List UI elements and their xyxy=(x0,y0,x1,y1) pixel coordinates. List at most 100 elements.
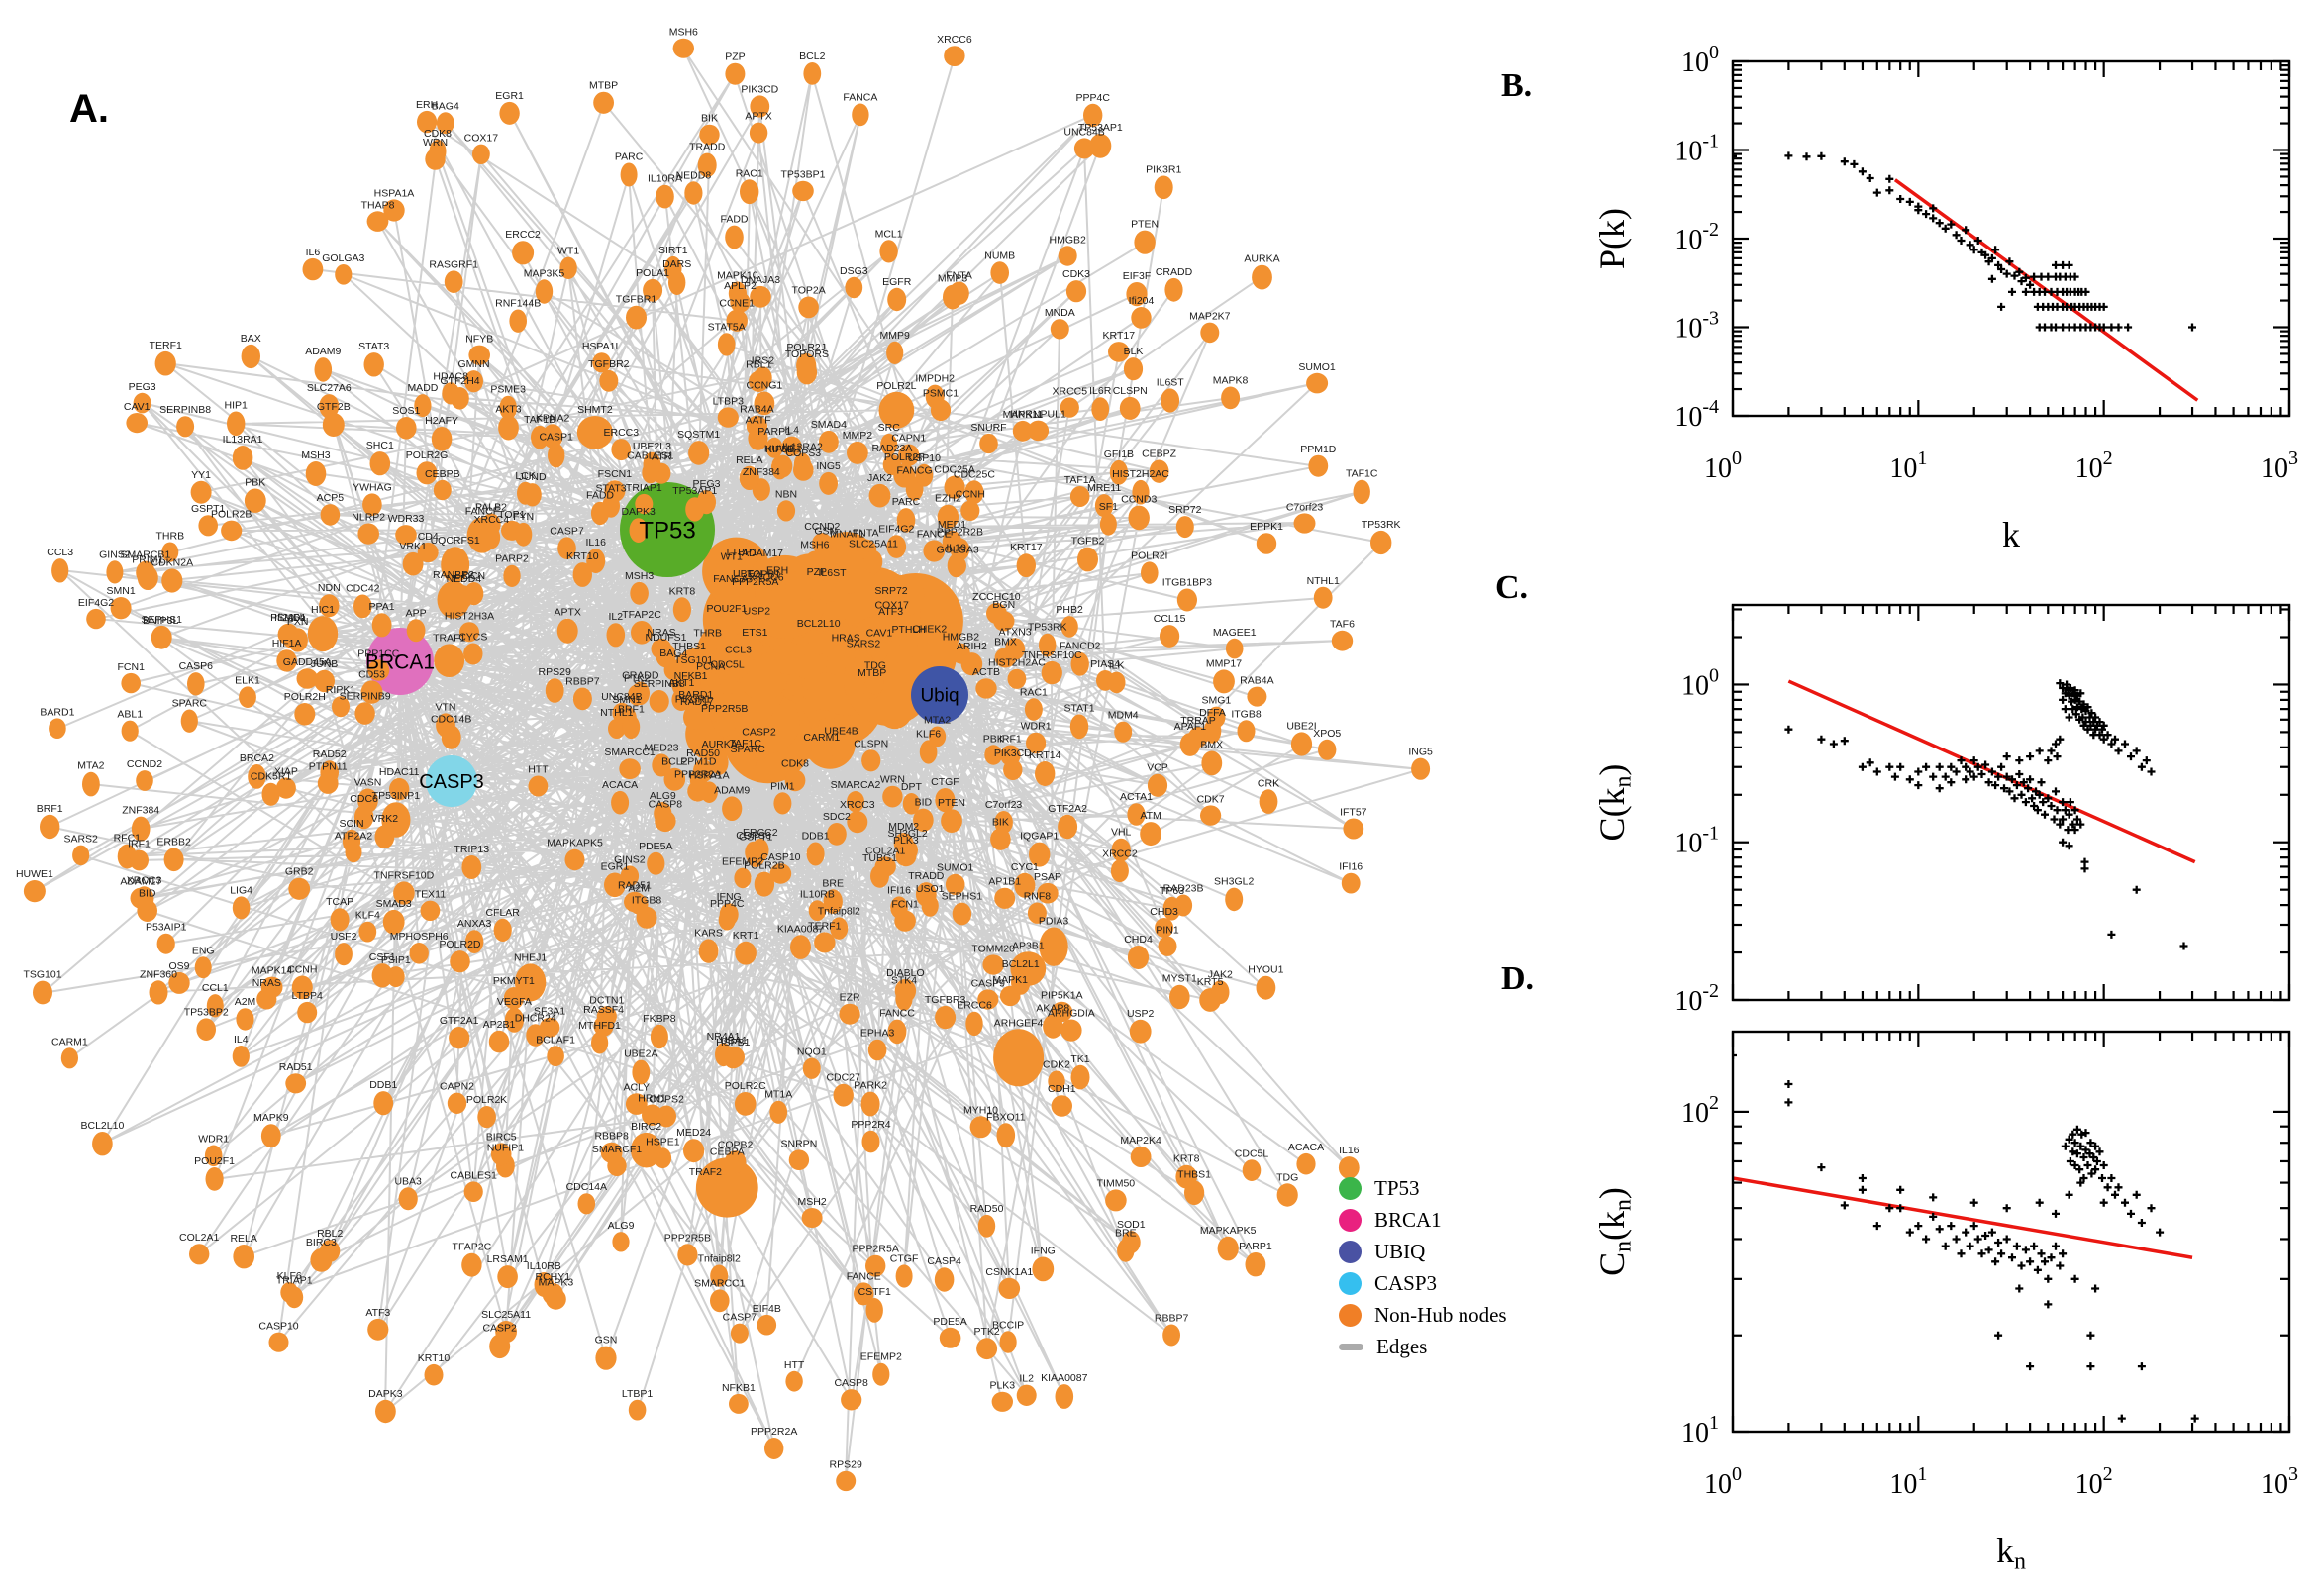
network-node[interactable] xyxy=(1200,805,1222,826)
network-node[interactable] xyxy=(514,522,533,547)
network-node[interactable] xyxy=(447,1092,467,1115)
network-node[interactable] xyxy=(752,559,773,584)
network-node[interactable] xyxy=(319,594,340,618)
network-node[interactable] xyxy=(749,122,768,144)
network-node[interactable] xyxy=(534,1272,555,1297)
network-node[interactable] xyxy=(808,630,830,655)
network-node[interactable] xyxy=(461,855,482,879)
network-node[interactable] xyxy=(535,279,554,304)
network-node[interactable] xyxy=(512,241,535,265)
network-node[interactable] xyxy=(975,678,997,699)
network-node[interactable] xyxy=(1005,638,1026,660)
network-node[interactable] xyxy=(624,891,646,913)
network-node[interactable] xyxy=(668,270,686,295)
network-node[interactable] xyxy=(1050,319,1069,340)
network-node[interactable] xyxy=(802,1057,821,1079)
network-node[interactable] xyxy=(288,877,311,900)
network-node[interactable] xyxy=(248,764,266,789)
network-node[interactable] xyxy=(381,802,411,838)
network-node[interactable] xyxy=(937,504,960,530)
network-node[interactable] xyxy=(865,671,884,695)
network-node[interactable] xyxy=(1306,372,1329,394)
network-node[interactable] xyxy=(307,616,339,652)
network-node[interactable] xyxy=(1016,1384,1037,1407)
network-node[interactable] xyxy=(754,871,775,897)
hub-node-ubiq[interactable] xyxy=(911,666,968,724)
network-node[interactable] xyxy=(464,930,484,953)
network-node[interactable] xyxy=(726,309,748,332)
network-node[interactable] xyxy=(1089,133,1112,158)
network-node[interactable] xyxy=(935,1005,957,1030)
network-node[interactable] xyxy=(593,91,614,114)
network-node[interactable] xyxy=(1027,902,1047,924)
network-node[interactable] xyxy=(654,802,672,826)
network-node[interactable] xyxy=(695,1157,758,1218)
network-node[interactable] xyxy=(232,446,253,470)
network-node[interactable] xyxy=(1162,1324,1180,1347)
network-node[interactable] xyxy=(1411,757,1431,780)
network-node[interactable] xyxy=(503,564,521,588)
network-node[interactable] xyxy=(168,971,190,994)
network-node[interactable] xyxy=(449,1027,470,1049)
network-node[interactable] xyxy=(1091,397,1110,421)
network-node[interactable] xyxy=(952,902,972,926)
network-node[interactable] xyxy=(781,436,802,456)
network-node[interactable] xyxy=(436,112,454,135)
network-node[interactable] xyxy=(1070,1064,1090,1090)
network-node[interactable] xyxy=(1141,561,1159,584)
network-node[interactable] xyxy=(683,1139,705,1163)
network-node[interactable] xyxy=(854,1282,874,1306)
network-node[interactable] xyxy=(728,281,748,306)
network-node[interactable] xyxy=(156,933,175,954)
network-node[interactable] xyxy=(1026,732,1047,754)
network-node[interactable] xyxy=(672,597,692,623)
network-node[interactable] xyxy=(656,184,674,209)
network-node[interactable] xyxy=(920,635,939,656)
network-node[interactable] xyxy=(887,287,907,312)
network-node[interactable] xyxy=(729,1393,749,1414)
network-node[interactable] xyxy=(40,814,60,840)
network-node[interactable] xyxy=(935,788,956,813)
network-node[interactable] xyxy=(994,887,1016,909)
network-node[interactable] xyxy=(187,672,205,696)
network-node[interactable] xyxy=(964,480,984,505)
network-node[interactable] xyxy=(548,443,565,468)
network-node[interactable] xyxy=(1134,230,1156,254)
network-node[interactable] xyxy=(812,533,833,554)
network-node[interactable] xyxy=(804,550,826,575)
network-node[interactable] xyxy=(882,454,902,475)
network-node[interactable] xyxy=(886,535,907,558)
network-node[interactable] xyxy=(1155,918,1174,938)
network-node[interactable] xyxy=(608,718,626,740)
network-node[interactable] xyxy=(136,560,155,584)
network-node[interactable] xyxy=(620,162,638,187)
network-node[interactable] xyxy=(895,1264,913,1288)
network-node[interactable] xyxy=(268,1332,289,1352)
network-node[interactable] xyxy=(945,873,965,896)
network-node[interactable] xyxy=(863,549,883,574)
network-node[interactable] xyxy=(996,1123,1016,1148)
network-node[interactable] xyxy=(572,562,592,587)
network-node[interactable] xyxy=(528,775,549,797)
network-node[interactable] xyxy=(314,669,335,693)
network-node[interactable] xyxy=(1069,714,1089,740)
network-node[interactable] xyxy=(880,618,901,642)
network-node[interactable] xyxy=(819,471,838,495)
network-node[interactable] xyxy=(564,848,585,871)
network-node[interactable] xyxy=(1123,357,1144,381)
network-node[interactable] xyxy=(898,444,920,466)
network-node[interactable] xyxy=(450,950,470,973)
network-node[interactable] xyxy=(151,625,172,649)
network-node[interactable] xyxy=(841,1389,862,1411)
network-node[interactable] xyxy=(798,296,819,319)
network-node[interactable] xyxy=(198,515,218,537)
network-node[interactable] xyxy=(1175,516,1194,539)
network-node[interactable] xyxy=(717,407,739,428)
network-node[interactable] xyxy=(739,465,759,490)
network-node[interactable] xyxy=(1164,277,1183,302)
network-node[interactable] xyxy=(371,963,393,988)
network-node[interactable] xyxy=(626,305,647,330)
network-node[interactable] xyxy=(939,1327,961,1348)
network-node[interactable] xyxy=(801,1208,823,1228)
network-node[interactable] xyxy=(654,1147,672,1169)
